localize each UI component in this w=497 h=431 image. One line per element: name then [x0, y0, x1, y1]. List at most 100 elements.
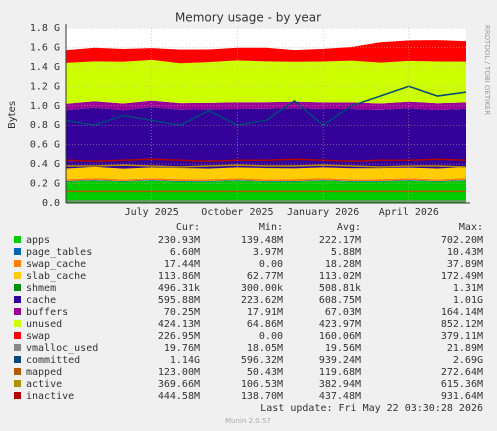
side-label: RRDTOOL / TOBI OETIKER	[483, 25, 491, 115]
line	[65, 158, 467, 162]
legend-swatch	[14, 296, 21, 303]
legend-swatch	[14, 260, 21, 267]
legend-swatch	[14, 356, 21, 363]
table-cell: 222.17M	[319, 235, 361, 246]
table-cell: 608.75M	[319, 295, 361, 306]
x-tick-label: October 2025	[201, 207, 273, 218]
y-tick-label: 0.2 G	[30, 179, 60, 190]
y-tick-label: 0.4 G	[30, 159, 60, 170]
legend-swatch	[14, 320, 21, 327]
table-cell: 939.24M	[319, 355, 361, 366]
table-header: Max:	[459, 222, 483, 233]
area	[66, 100, 466, 111]
area	[66, 178, 466, 182]
table-cell: 272.64M	[441, 367, 483, 378]
table-cell: 300.00k	[241, 283, 283, 294]
legend-swatch	[14, 272, 21, 279]
table-cell: 437.48M	[319, 391, 361, 402]
legend-swatch	[14, 248, 21, 255]
legend-label: buffers	[26, 307, 68, 318]
version: Munin 2.0.57	[225, 417, 271, 425]
table-cell: 113.86M	[158, 271, 200, 282]
table-cell: 424.13M	[158, 319, 200, 330]
legend-label: apps	[26, 235, 50, 246]
table-header: Cur:	[176, 222, 200, 233]
table-cell: 615.36M	[441, 379, 483, 390]
legend-label: swap	[26, 331, 50, 342]
y-tick-label: 0.6 G	[30, 140, 60, 151]
y-tick-label: 0.8 G	[30, 120, 60, 131]
table-cell: 496.31k	[158, 283, 200, 294]
y-tick-label: 1.4 G	[30, 62, 60, 73]
legend-label: swap_cache	[26, 259, 86, 270]
legend-label: cache	[26, 295, 56, 306]
table-cell: 37.89M	[447, 259, 483, 270]
area	[66, 40, 466, 64]
table-cell: 0.00	[259, 331, 283, 342]
area	[66, 180, 466, 182]
table-cell: 21.89M	[447, 343, 483, 354]
legend-swatch	[14, 392, 21, 399]
y-tick-label: 1.8 G	[30, 23, 60, 34]
legend-label: mapped	[26, 367, 62, 378]
table-cell: 702.20M	[441, 235, 483, 246]
table-cell: 0.00	[259, 259, 283, 270]
table-cell: 106.53M	[241, 379, 283, 390]
table-cell: 596.32M	[241, 355, 283, 366]
table-cell: 423.97M	[319, 319, 361, 330]
legend-swatch	[14, 332, 21, 339]
legend-label: committed	[26, 355, 80, 366]
table-cell: 17.91M	[247, 307, 283, 318]
line	[65, 85, 467, 127]
legend-swatch	[14, 236, 21, 243]
table-cell: 62.77M	[247, 271, 283, 282]
table-cell: 230.93M	[158, 235, 200, 246]
table-cell: 369.66M	[158, 379, 200, 390]
line	[66, 164, 467, 168]
table-cell: 444.58M	[158, 391, 200, 402]
table-cell: 1.31M	[453, 283, 483, 294]
table-header: Min:	[259, 222, 283, 233]
table-cell: 223.62M	[241, 295, 283, 306]
legend-label: active	[26, 379, 62, 390]
table-cell: 508.81k	[319, 283, 361, 294]
table-cell: 164.14M	[441, 307, 483, 318]
table-cell: 382.94M	[319, 379, 361, 390]
y-tick-label: 1.0 G	[30, 101, 60, 112]
table-cell: 226.95M	[158, 331, 200, 342]
table-cell: 1.01G	[453, 295, 483, 306]
y-tick-label: 1.2 G	[30, 81, 60, 92]
y-tick-label: 1.6 G	[30, 42, 60, 53]
legend-swatch	[14, 368, 21, 375]
legend-label: page_tables	[26, 247, 92, 258]
x-tick-label: July 2025	[125, 207, 179, 218]
table-cell: 17.44M	[164, 259, 200, 270]
table-cell: 139.48M	[241, 235, 283, 246]
table-cell: 67.03M	[325, 307, 361, 318]
legend-label: slab_cache	[26, 271, 86, 282]
legend-label: shmem	[26, 283, 56, 294]
last-update: Last update: Fri May 22 03:30:28 2026	[260, 403, 483, 414]
table-cell: 18.05M	[247, 343, 283, 354]
table-cell: 852.12M	[441, 319, 483, 330]
table-cell: 113.02M	[319, 271, 361, 282]
table-cell: 119.68M	[319, 367, 361, 378]
chart-title: Memory usage - by year	[175, 11, 321, 25]
table-cell: 595.88M	[158, 295, 200, 306]
table-cell: 10.43M	[447, 247, 483, 258]
legend-label: unused	[26, 319, 62, 330]
area	[66, 166, 466, 180]
legend-label: inactive	[26, 391, 74, 402]
table-cell: 19.56M	[325, 343, 361, 354]
table-cell: 6.60M	[170, 247, 200, 258]
y-axis-label: Bytes	[7, 101, 18, 129]
legend-swatch	[14, 308, 21, 315]
table-cell: 3.97M	[253, 247, 283, 258]
legend-swatch	[14, 380, 21, 387]
table-cell: 123.00M	[158, 367, 200, 378]
table-cell: 2.69G	[453, 355, 483, 366]
legend-swatch	[14, 284, 21, 291]
table-cell: 931.64M	[441, 391, 483, 402]
table-cell: 379.11M	[441, 331, 483, 342]
